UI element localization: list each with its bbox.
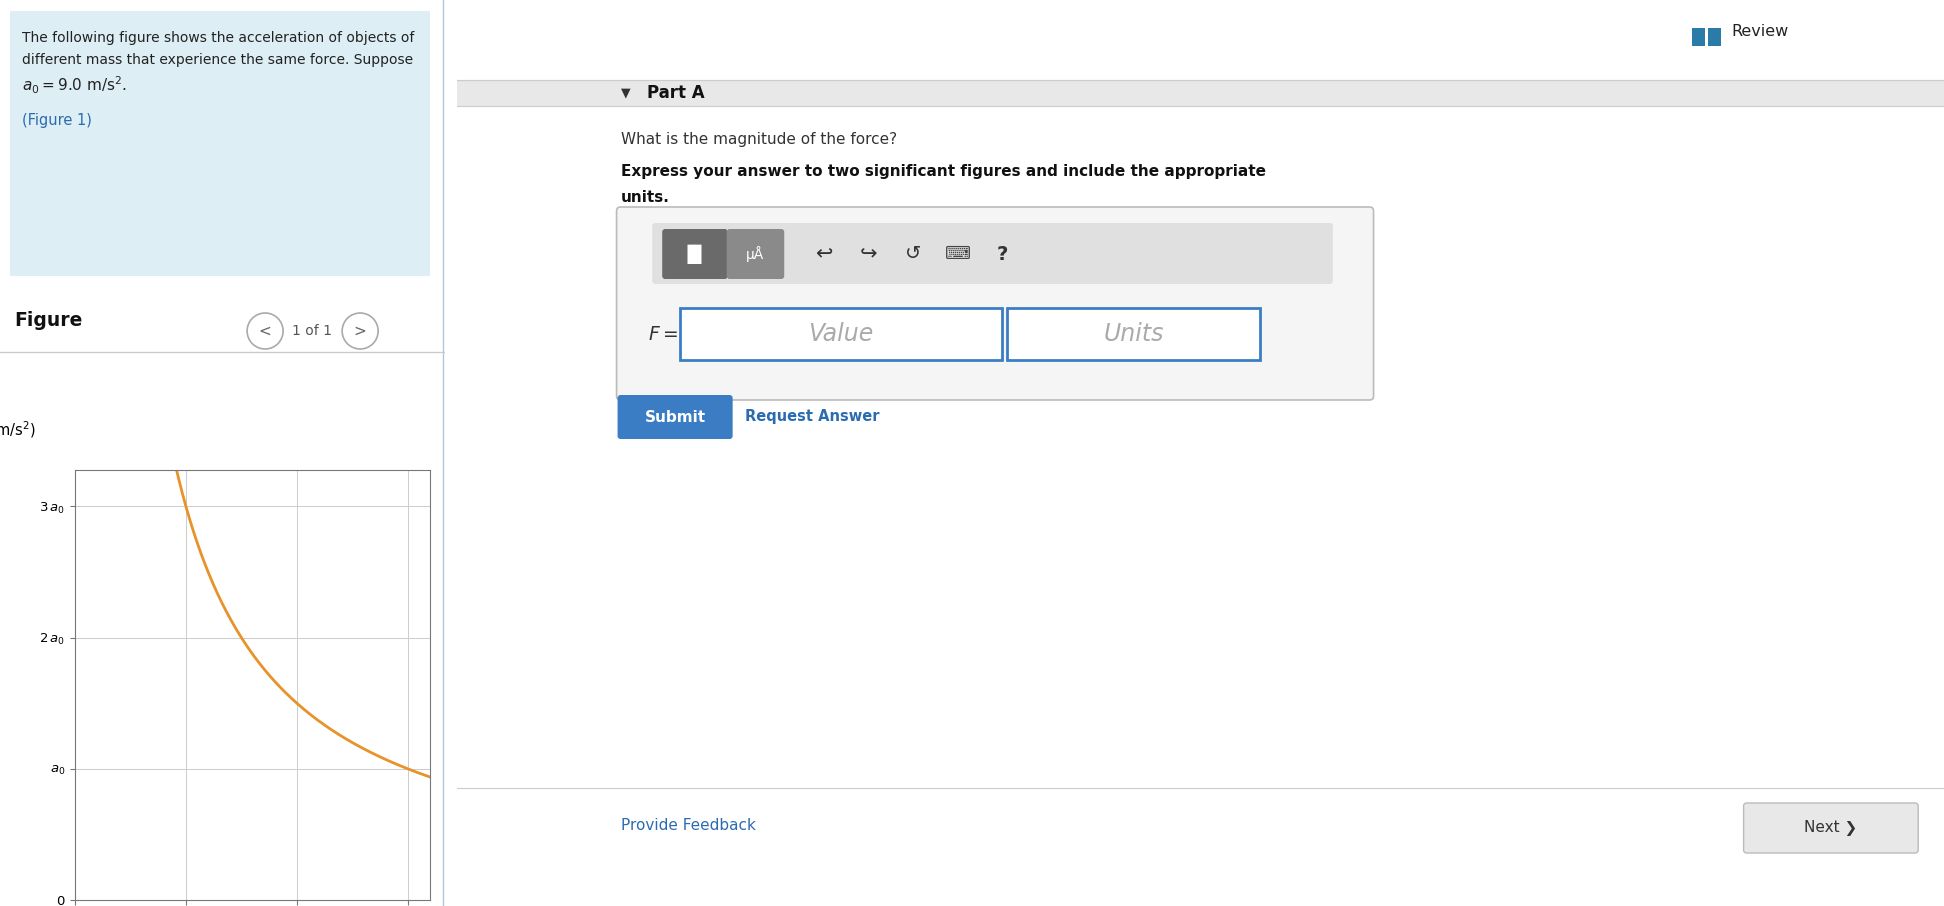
Text: Figure: Figure [14, 311, 82, 330]
Text: >: > [354, 323, 367, 339]
FancyBboxPatch shape [1744, 803, 1919, 853]
Text: Next ❯: Next ❯ [1804, 820, 1858, 836]
Text: ?: ? [997, 245, 1009, 264]
FancyBboxPatch shape [727, 229, 783, 279]
Text: The following figure shows the acceleration of objects of: The following figure shows the accelerat… [21, 31, 414, 45]
Text: ↺: ↺ [906, 245, 921, 264]
FancyBboxPatch shape [10, 11, 430, 276]
Text: 1 of 1: 1 of 1 [292, 324, 332, 338]
Text: Units: Units [1104, 322, 1164, 346]
Text: ↩: ↩ [815, 244, 832, 264]
FancyBboxPatch shape [663, 229, 727, 279]
Text: $a\ \mathrm{(m/s^2)}$: $a\ \mathrm{(m/s^2)}$ [0, 419, 35, 440]
FancyBboxPatch shape [616, 207, 1374, 400]
Bar [1007, 308, 1260, 360]
FancyBboxPatch shape [618, 395, 733, 439]
Text: <: < [259, 323, 272, 339]
Bar [457, 80, 1944, 106]
Text: Provide Feedback: Provide Feedback [620, 818, 756, 834]
Bar [1691, 28, 1705, 46]
Text: (Figure 1): (Figure 1) [21, 113, 91, 128]
Text: $a_0 = 9.0\ \mathrm{m/s^2}.$: $a_0 = 9.0\ \mathrm{m/s^2}.$ [21, 75, 126, 96]
Text: units.: units. [620, 190, 669, 205]
Text: Value: Value [809, 322, 873, 346]
Text: Part A: Part A [647, 84, 706, 102]
Text: Express your answer to two significant figures and include the appropriate: Express your answer to two significant f… [620, 164, 1266, 179]
Text: μÅ: μÅ [746, 246, 764, 262]
Bar [680, 308, 1003, 360]
Text: ↪: ↪ [859, 244, 877, 264]
Text: Submit: Submit [645, 410, 706, 425]
FancyBboxPatch shape [653, 223, 1334, 284]
Bar [1709, 28, 1720, 46]
Text: $F =$: $F =$ [647, 324, 678, 343]
Text: Request Answer: Request Answer [745, 410, 879, 425]
Text: different mass that experience the same force. Suppose: different mass that experience the same … [21, 53, 414, 67]
Text: ▐▌: ▐▌ [680, 245, 710, 264]
Text: ⌨: ⌨ [945, 245, 970, 263]
Text: Review: Review [1732, 24, 1788, 40]
Text: What is the magnitude of the force?: What is the magnitude of the force? [620, 132, 896, 147]
Text: ▼: ▼ [620, 86, 630, 100]
